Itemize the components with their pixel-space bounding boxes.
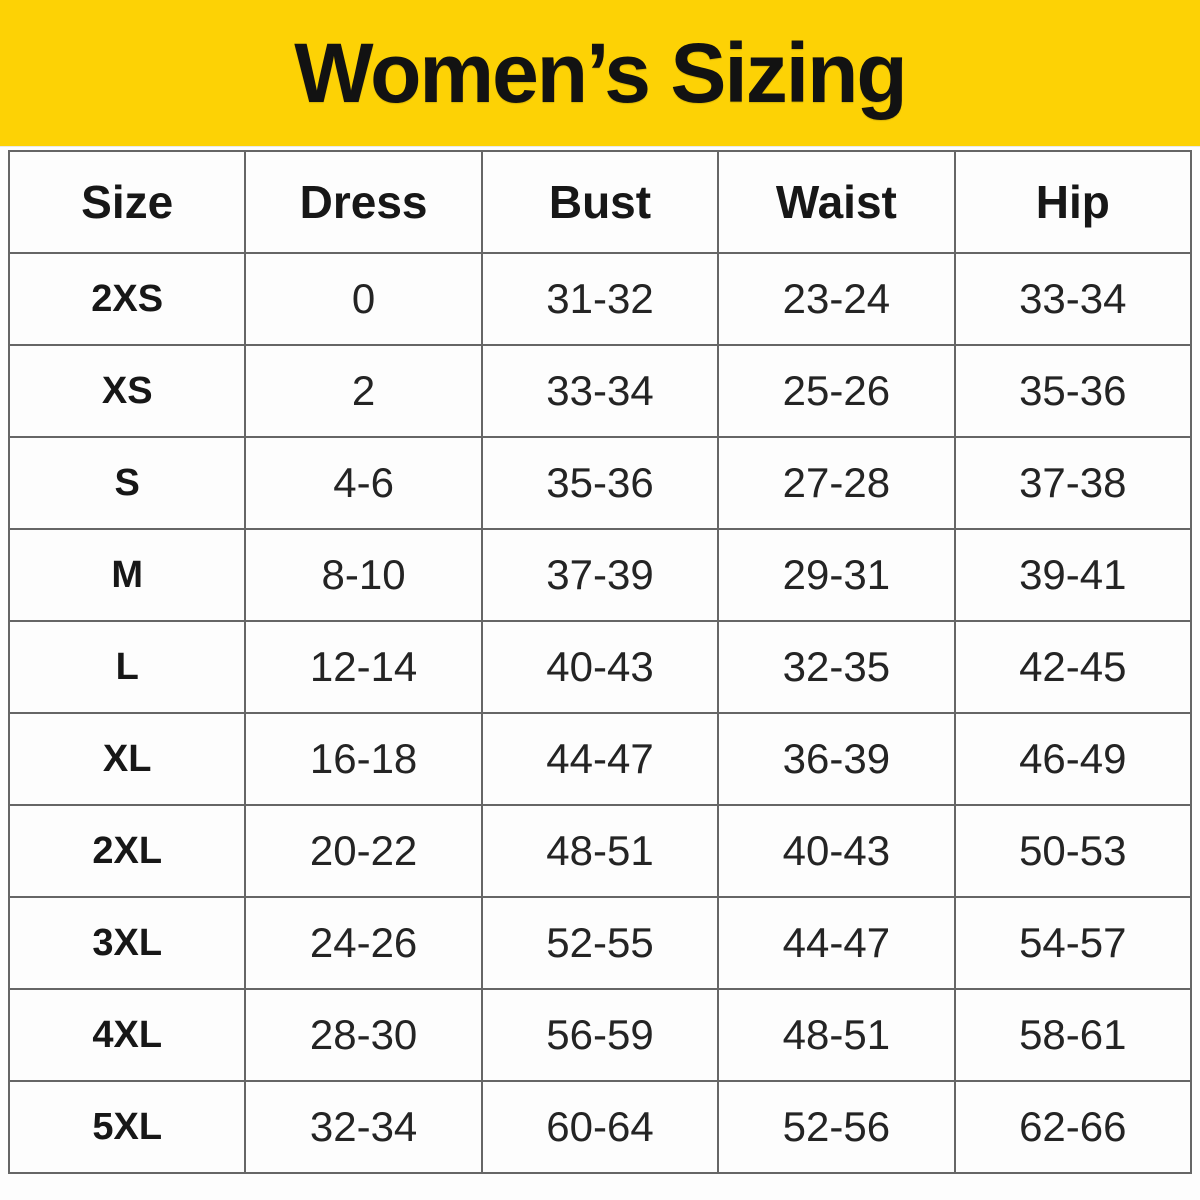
size-label: 3XL <box>7 896 247 990</box>
waist-value: 27-28 <box>717 436 956 530</box>
waist-value: 36-39 <box>717 712 956 806</box>
size-label: 2XL <box>7 804 247 898</box>
size-label: 4XL <box>7 988 247 1082</box>
dress-value: 8-10 <box>244 528 483 622</box>
bust-value: 40-43 <box>480 620 720 714</box>
hip-value: 54-57 <box>953 896 1193 990</box>
column-header-bust: Bust <box>480 150 720 254</box>
table-row-2xs: 2XS 0 31-32 23-24 33-34 <box>7 252 1193 346</box>
table-row-3xl: 3XL 24-26 52-55 44-47 54-57 <box>7 896 1193 990</box>
hip-value: 58-61 <box>953 988 1193 1082</box>
waist-value: 48-51 <box>717 988 956 1082</box>
column-header-size: Size <box>7 150 247 254</box>
waist-value: 25-26 <box>717 344 956 438</box>
hip-value: 39-41 <box>953 528 1193 622</box>
table-row-l: L 12-14 40-43 32-35 42-45 <box>7 620 1193 714</box>
hip-value: 35-36 <box>953 344 1193 438</box>
dress-value: 16-18 <box>244 712 483 806</box>
size-label: M <box>7 528 247 622</box>
bust-value: 33-34 <box>480 344 720 438</box>
size-label: L <box>7 620 247 714</box>
bust-value: 31-32 <box>480 252 720 346</box>
dress-value: 4-6 <box>244 436 483 530</box>
header-row: Size Dress Bust Waist Hip <box>7 150 1193 254</box>
column-header-waist: Waist <box>717 150 956 254</box>
table-row-2xl: 2XL 20-22 48-51 40-43 50-53 <box>7 804 1193 898</box>
size-label: S <box>7 436 247 530</box>
bust-value: 44-47 <box>480 712 720 806</box>
bust-value: 56-59 <box>480 988 720 1082</box>
hip-value: 37-38 <box>953 436 1193 530</box>
hip-value: 42-45 <box>953 620 1193 714</box>
hip-value: 50-53 <box>953 804 1193 898</box>
waist-value: 23-24 <box>717 252 956 346</box>
size-label: 5XL <box>7 1080 247 1174</box>
page-title: Women’s Sizing <box>294 26 907 120</box>
bust-value: 52-55 <box>480 896 720 990</box>
waist-value: 52-56 <box>717 1080 956 1174</box>
hip-value: 62-66 <box>953 1080 1193 1174</box>
column-header-dress: Dress <box>244 150 483 254</box>
bust-value: 48-51 <box>480 804 720 898</box>
hip-value: 46-49 <box>953 712 1193 806</box>
waist-value: 29-31 <box>717 528 956 622</box>
table-row-m: M 8-10 37-39 29-31 39-41 <box>7 528 1193 622</box>
hip-value: 33-34 <box>953 252 1193 346</box>
table-row-5xl: 5XL 32-34 60-64 52-56 62-66 <box>7 1080 1193 1174</box>
dress-value: 0 <box>244 252 483 346</box>
size-label: XS <box>7 344 247 438</box>
dress-value: 32-34 <box>244 1080 483 1174</box>
dress-value: 20-22 <box>244 804 483 898</box>
column-header-hip: Hip <box>953 150 1193 254</box>
bust-value: 37-39 <box>480 528 720 622</box>
title-banner: Women’s Sizing <box>0 0 1200 146</box>
waist-value: 40-43 <box>717 804 956 898</box>
table-row-4xl: 4XL 28-30 56-59 48-51 58-61 <box>7 988 1193 1082</box>
waist-value: 32-35 <box>717 620 956 714</box>
dress-value: 24-26 <box>244 896 483 990</box>
table-row-xs: XS 2 33-34 25-26 35-36 <box>7 344 1193 438</box>
size-label: XL <box>7 712 247 806</box>
sizing-table: Size Dress Bust Waist Hip 2XS 0 31-32 23… <box>7 150 1193 1174</box>
dress-value: 28-30 <box>244 988 483 1082</box>
size-label: 2XS <box>7 252 247 346</box>
bust-value: 35-36 <box>480 436 720 530</box>
bust-value: 60-64 <box>480 1080 720 1174</box>
table-row-xl: XL 16-18 44-47 36-39 46-49 <box>7 712 1193 806</box>
dress-value: 12-14 <box>244 620 483 714</box>
dress-value: 2 <box>244 344 483 438</box>
waist-value: 44-47 <box>717 896 956 990</box>
table-row-s: S 4-6 35-36 27-28 37-38 <box>7 436 1193 530</box>
